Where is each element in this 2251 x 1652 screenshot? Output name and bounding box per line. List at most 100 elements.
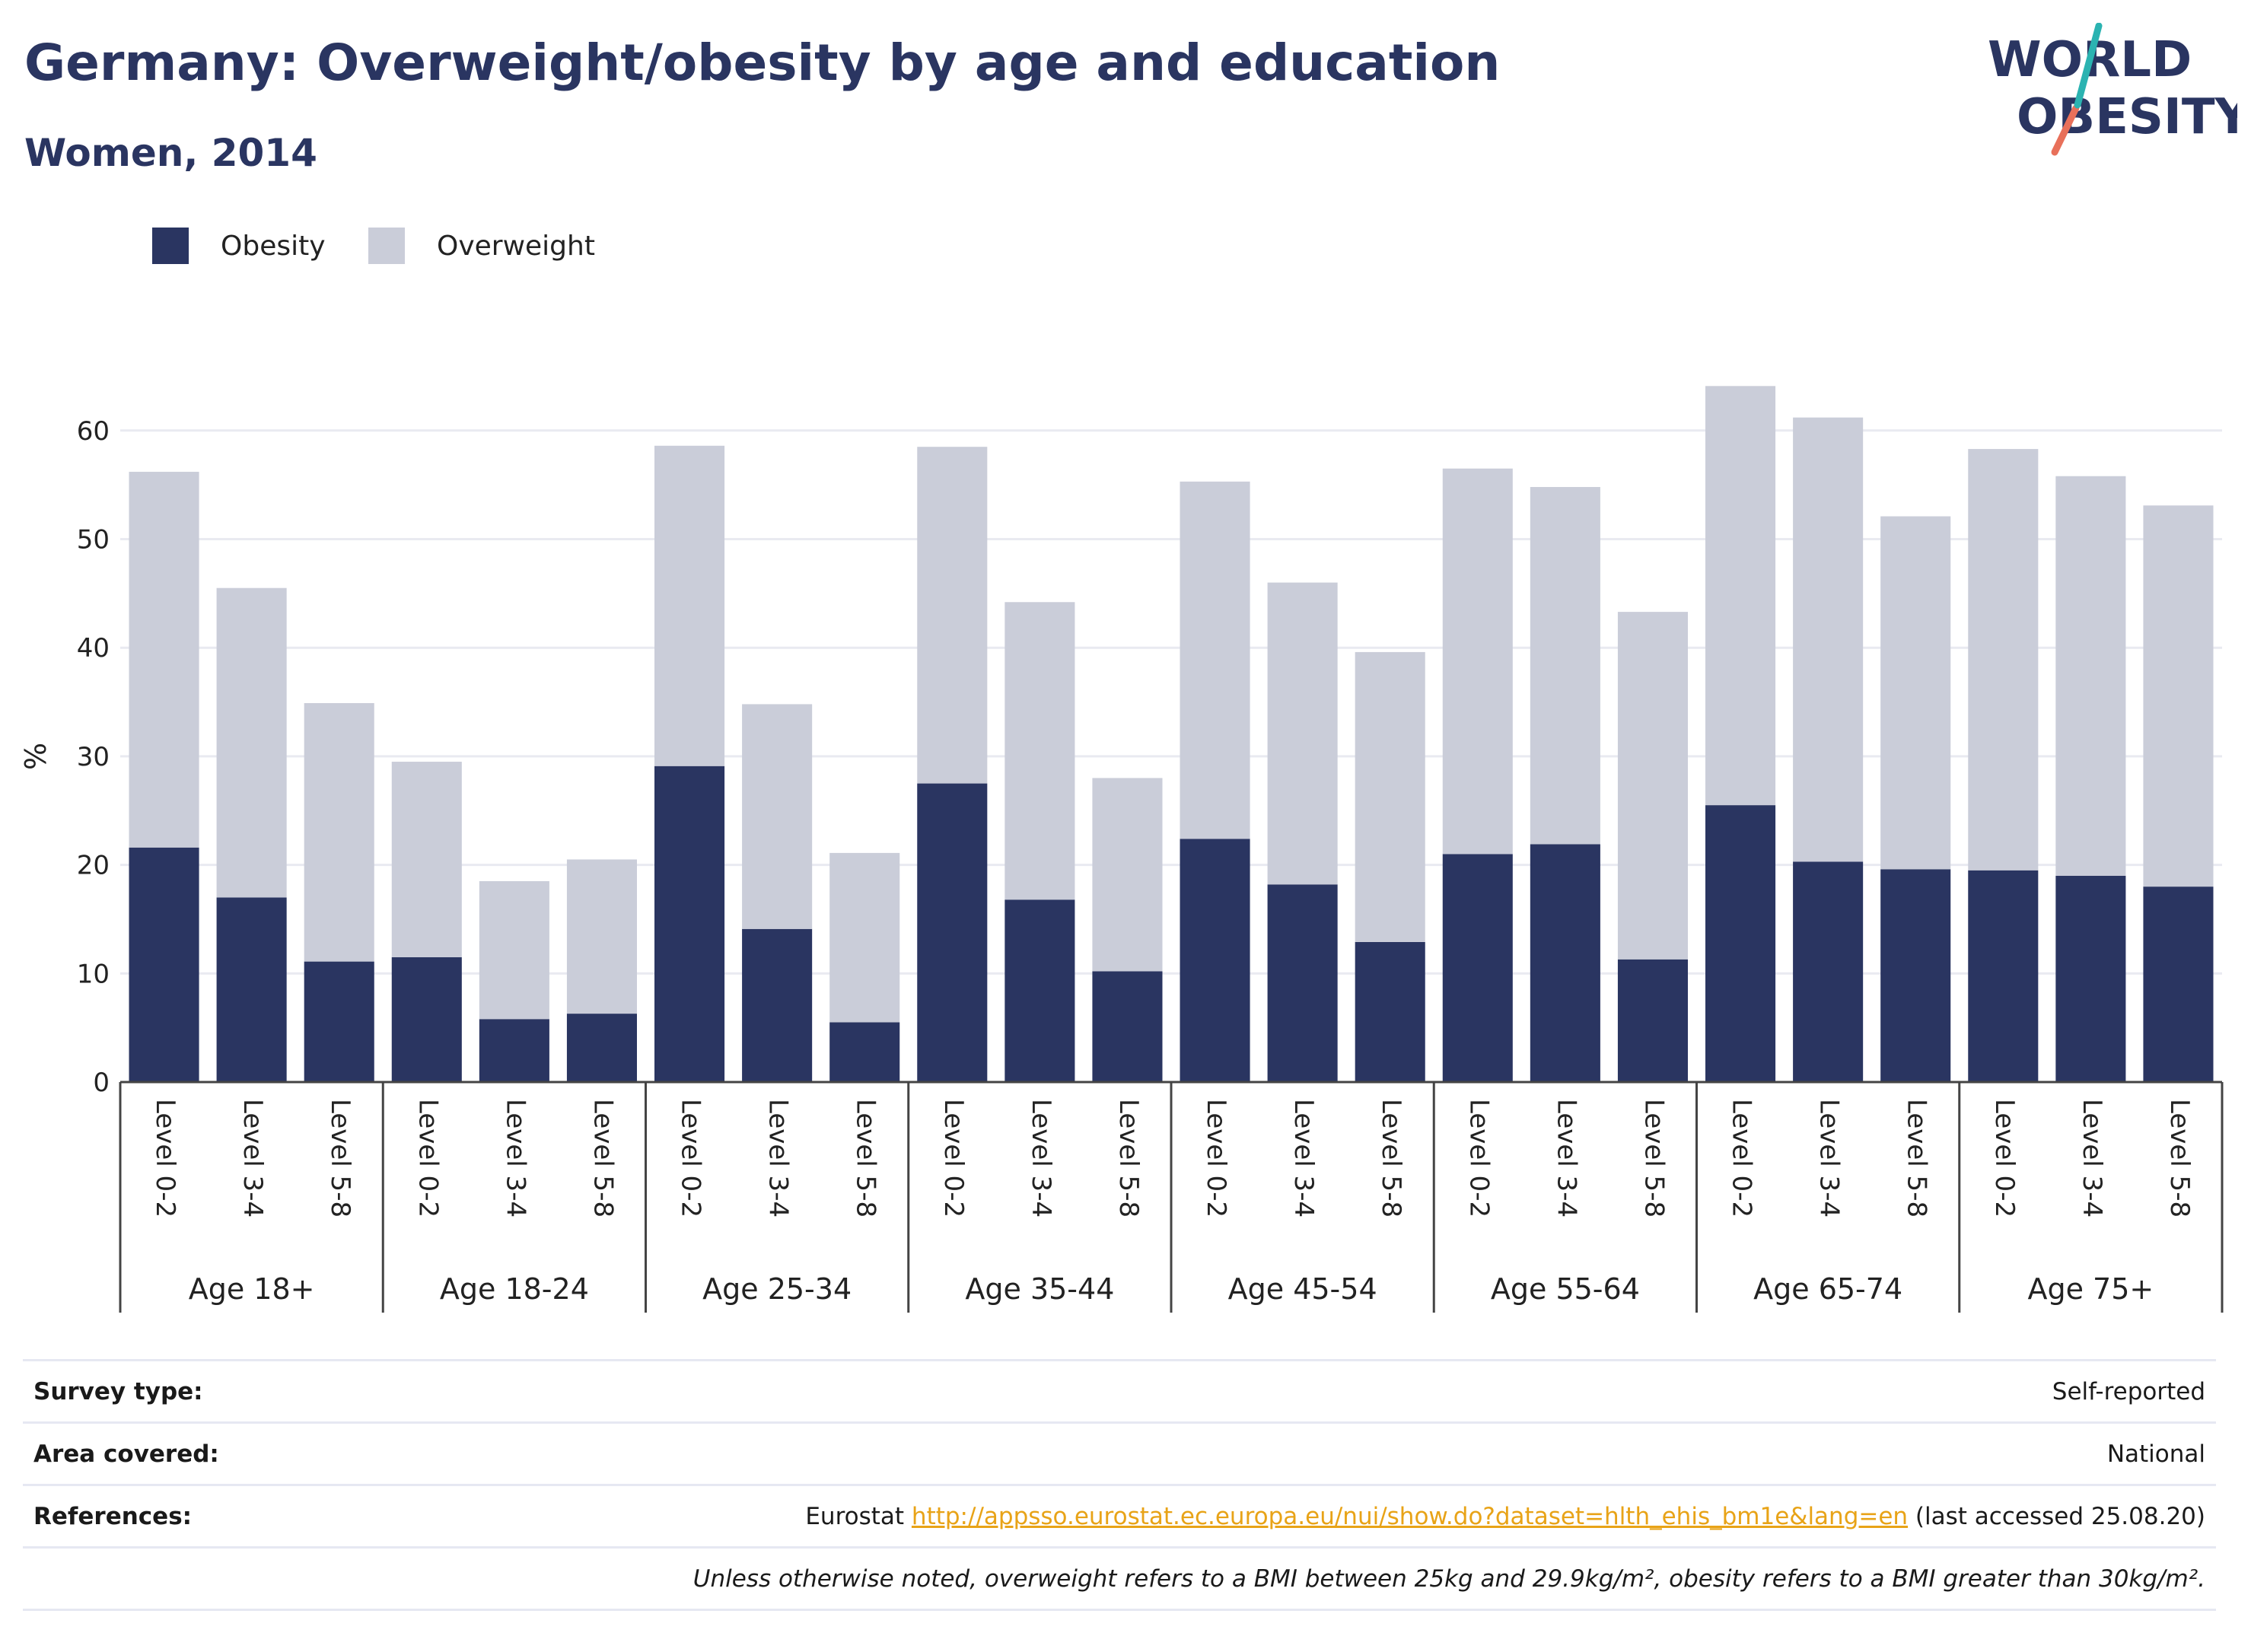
x-category-label: Level 0-2	[412, 1099, 443, 1218]
chart-subtitle: Women, 2014	[24, 131, 317, 175]
bar-obesity	[1880, 869, 1951, 1082]
area-covered-label: Area covered:	[33, 1440, 219, 1468]
survey-type-value: Self-reported	[2052, 1377, 2205, 1405]
bar-overweight	[216, 587, 287, 898]
x-category-label: Level 0-2	[1989, 1099, 2020, 1218]
x-group-label: Age 35-44	[965, 1272, 1114, 1306]
logo-slash-red	[2051, 104, 2080, 156]
x-category-label: Level 5-8	[2164, 1099, 2195, 1218]
bar-obesity	[654, 766, 725, 1082]
bar-overweight	[566, 859, 637, 1014]
y-axis-label: %	[19, 743, 53, 770]
survey-type-label: Survey type:	[33, 1377, 203, 1405]
footer-row-note: Unless otherwise noted, overweight refer…	[23, 1546, 2216, 1609]
bar-obesity	[829, 1022, 900, 1082]
bar-overweight	[742, 704, 813, 929]
bar-overweight	[1793, 417, 1864, 862]
footer-row-survey-type: Survey type: Self-reported	[23, 1359, 2216, 1421]
bar-overweight	[654, 445, 725, 766]
y-tick-label: 50	[77, 525, 110, 555]
bar-obesity	[129, 847, 199, 1082]
x-category-label: Level 0-2	[1201, 1099, 1231, 1218]
x-category-label: Level 5-8	[1638, 1099, 1669, 1218]
bar-overweight	[479, 881, 549, 1020]
bar-overweight	[1267, 582, 1338, 885]
x-category-label: Level 0-2	[1463, 1099, 1494, 1218]
x-group-label: Age 18-24	[440, 1272, 589, 1306]
bar-overweight	[1092, 778, 1163, 972]
bar-obesity	[1005, 899, 1075, 1082]
x-category-label: Level 3-4	[1288, 1099, 1319, 1218]
x-category-label: Level 5-8	[1902, 1099, 1932, 1218]
bar-overweight	[917, 447, 988, 784]
bar-obesity	[479, 1019, 549, 1082]
references-label: References:	[33, 1502, 193, 1530]
x-category-label: Level 3-4	[1814, 1099, 1845, 1218]
x-group-label: Age 18+	[189, 1272, 315, 1306]
x-category-label: Level 5-8	[587, 1099, 618, 1218]
x-category-label: Level 3-4	[1551, 1099, 1581, 1218]
x-group-label: Age 45-54	[1228, 1272, 1377, 1306]
references-prefix: Eurostat	[805, 1502, 912, 1530]
bar-obesity	[917, 783, 988, 1082]
x-group-label: Age 65-74	[1753, 1272, 1902, 1306]
bar-obesity	[1180, 839, 1250, 1082]
y-tick-label: 60	[77, 416, 110, 447]
bar-overweight	[1880, 516, 1951, 870]
x-category-label: Level 3-4	[237, 1099, 268, 1218]
x-category-label: Level 5-8	[851, 1099, 881, 1218]
y-tick-label: 0	[93, 1068, 110, 1098]
bar-obesity	[304, 961, 374, 1082]
x-category-label: Level 3-4	[2077, 1099, 2107, 1218]
bar-overweight	[1705, 386, 1776, 806]
references-value: Eurostat http://appsso.eurostat.ec.europ…	[805, 1503, 2205, 1530]
bar-overweight	[829, 852, 900, 1023]
x-category-label: Level 0-2	[150, 1099, 180, 1218]
bar-obesity	[216, 897, 287, 1082]
bar-obesity	[2143, 886, 2214, 1082]
x-category-label: Level 5-8	[1376, 1099, 1406, 1218]
x-category-label: Level 0-2	[676, 1099, 706, 1218]
bmi-definition-note: Unless otherwise noted, overweight refer…	[692, 1564, 2205, 1593]
chart-title: Germany: Overweight/obesity by age and e…	[24, 33, 1501, 92]
legend-swatch-obesity	[152, 228, 189, 264]
bar-overweight	[304, 702, 374, 962]
bar-obesity	[391, 957, 462, 1082]
bar-obesity	[1092, 971, 1163, 1082]
y-tick-label: 40	[77, 633, 110, 664]
x-category-label: Level 5-8	[1113, 1099, 1144, 1218]
legend-label-overweight: Overweight	[437, 230, 595, 262]
bar-obesity	[1442, 854, 1513, 1082]
x-category-label: Level 3-4	[500, 1099, 530, 1218]
legend-item-obesity[interactable]: Obesity	[152, 224, 326, 267]
y-tick-label: 30	[77, 742, 110, 772]
footer-row-area: Area covered: National	[23, 1421, 2216, 1484]
bar-overweight	[1442, 468, 1513, 855]
legend-label-obesity: Obesity	[221, 230, 326, 262]
bar-obesity	[2055, 875, 2126, 1082]
bar-overweight	[1530, 487, 1600, 845]
bar-obesity	[1793, 861, 1864, 1082]
logo-line2: OBESITY	[2017, 89, 2237, 145]
bar-obesity	[1705, 805, 1776, 1082]
bar-overweight	[1617, 612, 1688, 960]
references-link[interactable]: http://appsso.eurostat.ec.europa.eu/nui/…	[911, 1502, 1909, 1530]
bar-overweight	[2055, 476, 2126, 876]
bar-overweight	[1180, 481, 1250, 839]
stacked-bar-chart: 0 10 20 30 40 50 60% Level 0-2 Level 3-4 Level 5-…	[19, 386, 2224, 1313]
bar-overweight	[2143, 505, 2214, 887]
area-covered-value: National	[2106, 1440, 2205, 1468]
x-category-label: Level 0-2	[938, 1099, 969, 1218]
footer-bottom-rule	[23, 1609, 2216, 1611]
bar-overweight	[129, 472, 199, 848]
bar-overweight	[1005, 602, 1075, 900]
bar-obesity	[1267, 884, 1338, 1082]
world-obesity-logo: WORLD OBESITY	[1988, 23, 2237, 156]
x-group-label: Age 75+	[2027, 1272, 2154, 1306]
footer-row-references: References: Eurostat http://appsso.euros…	[23, 1484, 2216, 1546]
y-tick-label: 20	[77, 851, 110, 881]
legend-item-overweight[interactable]: Overweight	[368, 224, 595, 267]
bar-obesity	[1355, 941, 1425, 1082]
x-category-label: Level 0-2	[1727, 1099, 1757, 1218]
y-tick-label: 10	[77, 959, 110, 989]
